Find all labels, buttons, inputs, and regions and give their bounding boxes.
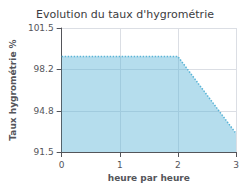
svg-text:3: 3 [233,160,239,170]
svg-text:101.5: 101.5 [28,23,54,33]
svg-text:1: 1 [117,160,123,170]
svg-text:0: 0 [59,160,65,170]
svg-text:98.2: 98.2 [34,64,54,74]
svg-text:Taux hygrométrie %: Taux hygrométrie % [8,39,18,140]
svg-text:2: 2 [175,160,181,170]
svg-text:Evolution du taux d'hygrométri: Evolution du taux d'hygrométrie [36,8,214,21]
svg-text:91.5: 91.5 [34,147,54,157]
svg-text:heure par heure: heure par heure [108,173,190,183]
svg-text:94.8: 94.8 [34,106,54,116]
